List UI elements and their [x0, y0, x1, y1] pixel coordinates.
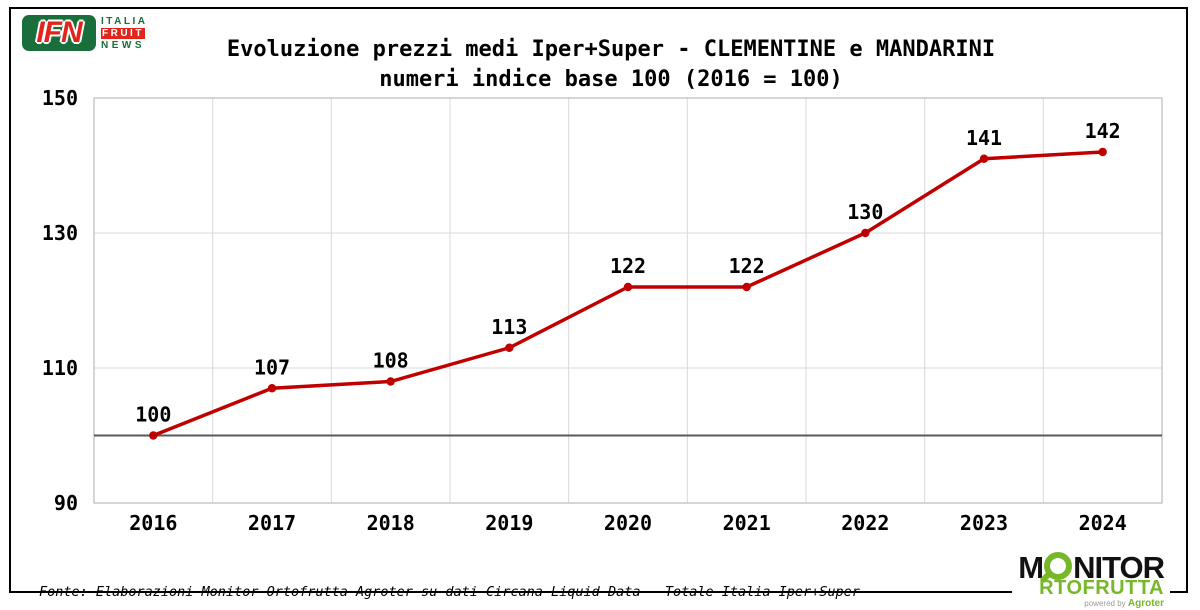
- monitor-wordmark: M NITOR: [1018, 549, 1165, 585]
- chart-title-line2: numeri indice base 100 (2016 = 100): [379, 67, 843, 92]
- ifn-logo: IFN ITALIA FRUIT NEWS: [22, 15, 147, 51]
- monitor-letters-nitor: NITOR: [1073, 549, 1165, 585]
- ifn-acronym: IFN: [36, 16, 82, 49]
- ifn-word-fruit: FRUIT: [101, 27, 145, 39]
- chart-title: Evoluzione prezzi medi Iper+Super - CLEM…: [11, 35, 1200, 95]
- ifn-badge-icon: IFN: [22, 15, 96, 51]
- magnifier-icon: [1044, 552, 1073, 580]
- ifn-word-news: NEWS: [101, 39, 145, 51]
- source-note: Fonte: Elaborazioni Monitor Ortofrutta A…: [39, 584, 860, 600]
- chart-frame: IFN ITALIA FRUIT NEWS Evoluzione prezzi …: [9, 7, 1188, 610]
- ifn-logo-text: ITALIA FRUIT NEWS: [101, 16, 147, 51]
- ortofrutta-wordmark: RTOFRUTTA: [1039, 577, 1164, 599]
- chart-title-line1: Evoluzione prezzi medi Iper+Super - CLEM…: [226, 37, 996, 62]
- monitor-ortofrutta-logo: M NITOR RTOFRUTTA powered by Agroter: [1012, 550, 1170, 610]
- ifn-word-italia: ITALIA: [101, 15, 148, 27]
